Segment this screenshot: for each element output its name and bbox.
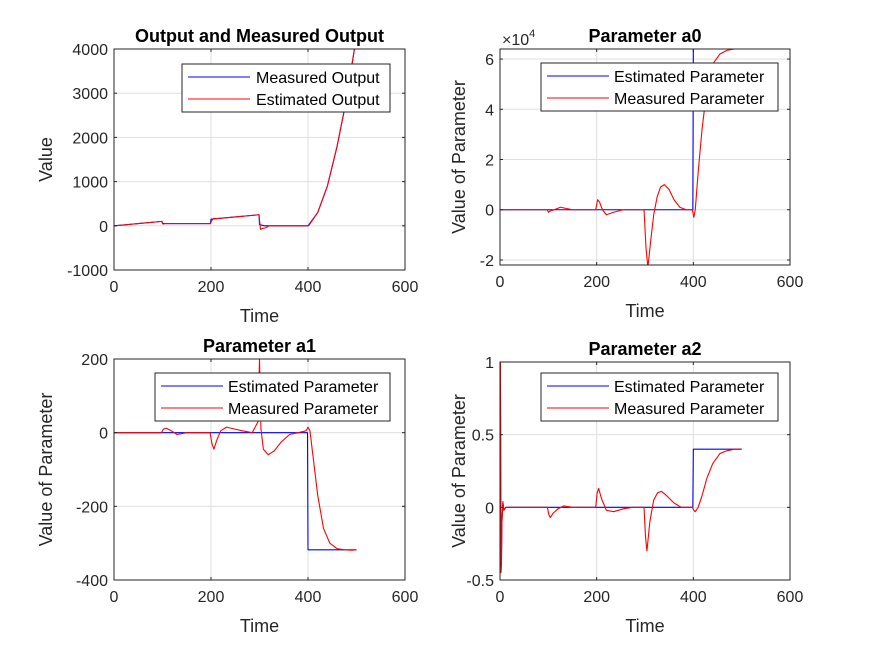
- chart3-ytick-label-0: -400: [76, 573, 108, 590]
- chart3-title: Parameter a1: [203, 336, 316, 356]
- chart3-ytick-label-3: 200: [81, 352, 108, 369]
- chart2-legend: Estimated Parameter Measured Parameter: [540, 62, 779, 112]
- chart2-xtick-label-3: 600: [777, 274, 804, 291]
- chart2-ylabel: Value of Parameter: [449, 80, 469, 234]
- chart3-xlabel: Time: [240, 616, 279, 636]
- chart4-xtick-label-3: 600: [777, 589, 804, 606]
- chart2-ytick-label-4: 6: [485, 52, 494, 69]
- chart3-ylabel: Value of Parameter: [36, 393, 56, 547]
- chart4-ylabel: Value of Parameter: [449, 394, 469, 548]
- chart3-ytick-label-1: -200: [76, 499, 108, 516]
- chart2-series-measured-parameter: [500, 49, 738, 265]
- chart1-legend-label-1: Estimated Output: [256, 92, 380, 109]
- chart1-ytick-label-1: 0: [99, 219, 108, 236]
- chart4-xtick-label-1: 200: [583, 589, 610, 606]
- chart1-legend: Measured Output Estimated Output: [181, 63, 391, 113]
- chart3-series-group: [114, 359, 357, 551]
- chart4-xlabel: Time: [625, 616, 664, 636]
- chart2-ytick-label-0: -2: [480, 253, 494, 270]
- chart2-xtick-label-1: 200: [583, 274, 610, 291]
- chart4-xtick-label-0: 0: [496, 589, 505, 606]
- chart2-y-exponent-power: 4: [529, 28, 535, 40]
- chart3-legend-label-1: Measured Parameter: [228, 401, 379, 418]
- chart2-y-exponent: ×104: [502, 28, 535, 49]
- chart3-series-estimated-parameter: [114, 432, 357, 551]
- chart1-xtick-label-0: 0: [110, 279, 119, 296]
- chart4-legend: Estimated Parameter Measured Parameter: [540, 372, 779, 422]
- chart4-series-group: [500, 362, 742, 574]
- chart4-ytick-label-2: 0.5: [472, 428, 494, 445]
- chart1-xtick-label-3: 600: [392, 279, 419, 296]
- chart3-ytick-label-2: 0: [99, 426, 108, 443]
- chart2-legend-label-0: Estimated Parameter: [614, 69, 765, 86]
- chart3-legend-box: [154, 372, 391, 422]
- chart1-title: Output and Measured Output: [135, 26, 384, 46]
- chart4-ytick-label-1: 0: [485, 500, 494, 517]
- chart1-ytick-label-4: 3000: [72, 86, 108, 103]
- chart2-legend-box: [540, 62, 779, 112]
- chart4-series-measured-parameter: [500, 362, 742, 574]
- chart4-xtick-label-2: 400: [680, 589, 707, 606]
- chart3-axes-frame: [113, 358, 406, 581]
- chart1-ytick-label-0: -1000: [67, 263, 108, 280]
- chart4-ytick-label-0: -0.5: [466, 573, 494, 590]
- chart1-xlabel: Time: [240, 306, 279, 326]
- chart2-title: Parameter a0: [588, 26, 701, 46]
- chart1-axes-frame: [113, 48, 406, 271]
- chart1-series-estimated-output: [114, 49, 355, 230]
- chart1-xtick-label-2: 400: [295, 279, 322, 296]
- chart4-legend-label-0: Estimated Parameter: [614, 379, 765, 396]
- chart3-xtick-label-1: 200: [198, 589, 225, 606]
- chart3: 0 200 400 600 -400 -200 0 200 Parameter a1 Time Va…: [36, 336, 418, 636]
- chart2-xtick-label-2: 400: [680, 274, 707, 291]
- chart4-legend-label-1: Measured Parameter: [614, 401, 765, 418]
- chart3-xtick-label-0: 0: [110, 589, 119, 606]
- chart4-ytick-label-3: 1: [485, 355, 494, 372]
- chart2-series-estimated-parameter: [500, 49, 694, 211]
- chart2-ytick-label-1: 0: [485, 203, 494, 220]
- chart3-legend: Estimated Parameter Measured Parameter: [154, 372, 391, 422]
- chart2-series-group: [500, 49, 738, 265]
- chart3-xtick-label-3: 600: [392, 589, 419, 606]
- chart2-xlabel: Time: [625, 301, 664, 321]
- chart2-axes-frame: [499, 48, 791, 266]
- chart2-ytick-label-3: 4: [485, 102, 494, 119]
- chart4-legend-box: [540, 372, 779, 422]
- chart1-legend-label-0: Measured Output: [256, 70, 380, 87]
- chart1-series-group: [114, 49, 355, 230]
- chart1-ytick-label-3: 2000: [72, 130, 108, 147]
- chart4-axes-frame: [499, 361, 791, 581]
- chart3-xtick-label-2: 400: [295, 589, 322, 606]
- chart1-ytick-label-5: 4000: [72, 42, 108, 59]
- chart3-legend-label-0: Estimated Parameter: [228, 379, 379, 396]
- chart3-series-measured-parameter: [114, 359, 357, 551]
- chart1-xtick-label-1: 200: [198, 279, 225, 296]
- chart2-ytick-label-2: 2: [485, 153, 494, 170]
- chart2-xtick-label-0: 0: [496, 274, 505, 291]
- chart1-ytick-label-2: 1000: [72, 175, 108, 192]
- chart2-legend-label-1: Measured Parameter: [614, 91, 765, 108]
- chart1-ylabel: Value: [36, 137, 56, 182]
- chart1-legend-box: [181, 63, 391, 113]
- chart4-title: Parameter a2: [588, 339, 701, 359]
